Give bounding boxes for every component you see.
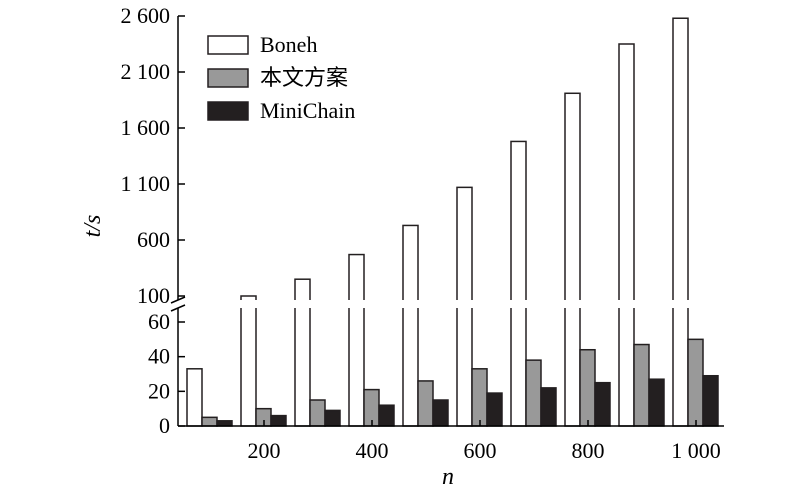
axis-break-gap [180, 300, 726, 308]
y-tick-label-2600: 2 600 [121, 3, 171, 28]
bar-Boneh-100 [186, 368, 203, 427]
bar-本文方案-500 [417, 380, 434, 427]
y-tick-label-600: 600 [137, 227, 170, 252]
legend-label-Boneh: Boneh [260, 32, 317, 57]
x-tick-label-200: 200 [248, 438, 281, 463]
bar-Boneh-400 [348, 253, 365, 427]
bar-本文方案-700 [525, 359, 542, 427]
bar-MiniChain-600 [486, 392, 503, 427]
bar-MiniChain-800 [594, 381, 611, 427]
bar-Boneh-1000 [672, 17, 689, 427]
bar-MiniChain-200 [270, 414, 287, 427]
x-tick-label-1000: 1 000 [671, 438, 721, 463]
x-tick-label-800: 800 [572, 438, 605, 463]
bar-本文方案-100 [201, 416, 218, 427]
bar-本文方案-1000 [687, 338, 704, 427]
legend: Boneh 本文方案 MiniChain [207, 32, 355, 123]
bar-MiniChain-300 [324, 409, 341, 427]
y-tick-label-0: 0 [159, 413, 170, 438]
legend-swatch-Boneh [207, 35, 249, 55]
legend-label-MiniChain: MiniChain [260, 98, 355, 123]
legend-label-本文方案: 本文方案 [260, 65, 348, 90]
y-tick-label-40: 40 [148, 344, 170, 369]
bar-Boneh-800 [564, 92, 581, 427]
bar-本文方案-900 [633, 343, 650, 427]
y-tick-label-20: 20 [148, 378, 170, 403]
x-tick-label-400: 400 [356, 438, 389, 463]
bar-本文方案-300 [309, 399, 326, 427]
x-axis-label: n [442, 464, 454, 490]
y-tick-label-60: 60 [148, 309, 170, 334]
bar-MiniChain-700 [540, 387, 557, 427]
legend-swatch-MiniChain [207, 101, 249, 121]
bar-MiniChain-900 [648, 378, 665, 427]
bar-Boneh-200 [240, 295, 257, 427]
bar-MiniChain-500 [432, 399, 449, 427]
bar-本文方案-800 [579, 348, 596, 427]
y-axis-break-mark-top [170, 296, 186, 304]
bar-MiniChain-100 [216, 420, 233, 427]
y-tick-label-2100: 2 100 [121, 59, 171, 84]
y-tick-label-1600: 1 600 [121, 115, 171, 140]
bar-MiniChain-400 [378, 404, 395, 427]
y-tick-label-100: 100 [137, 283, 170, 308]
legend-swatch-本文方案 [207, 68, 249, 88]
y-axis-break-mark-bottom [170, 304, 186, 312]
x-tick-label-600: 600 [464, 438, 497, 463]
y-tick-label-1100: 1 100 [121, 171, 171, 196]
bar-Boneh-700 [510, 140, 527, 427]
y-axis-label: t/s [80, 215, 106, 238]
bar-Boneh-500 [402, 224, 419, 427]
bars-layer [186, 17, 719, 427]
bar-MiniChain-1000 [702, 374, 719, 427]
bar-Boneh-900 [618, 43, 635, 427]
bar-本文方案-600 [471, 368, 488, 427]
